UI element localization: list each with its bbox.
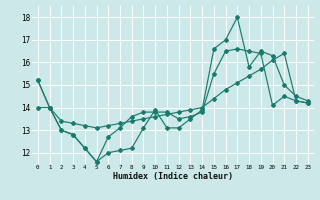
X-axis label: Humidex (Indice chaleur): Humidex (Indice chaleur): [113, 172, 233, 181]
